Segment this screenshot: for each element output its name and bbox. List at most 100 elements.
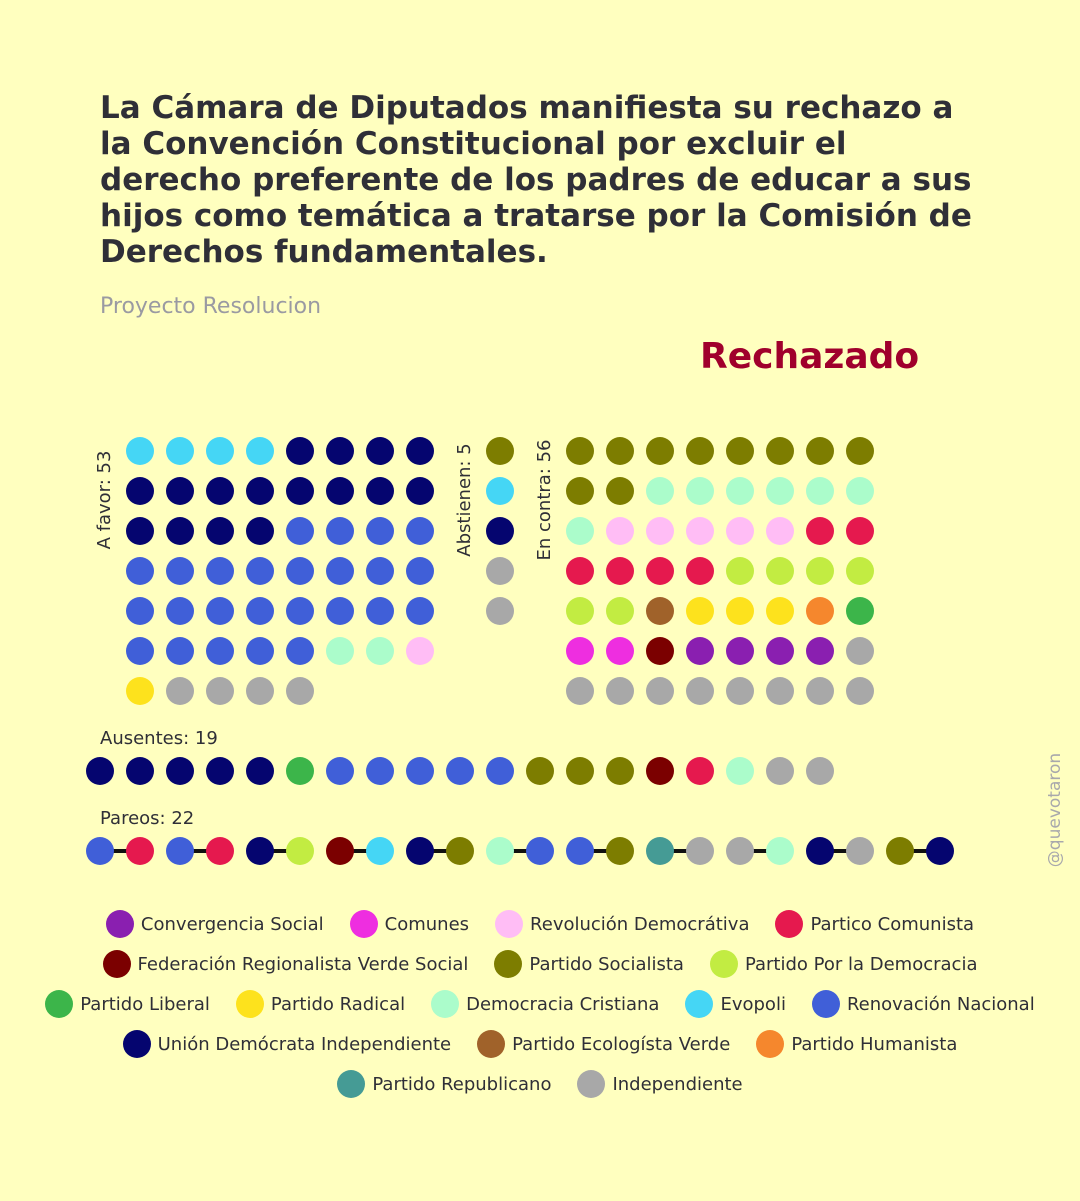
legend-swatch <box>685 990 714 1018</box>
vote-dot <box>806 437 834 465</box>
pair-dot <box>606 837 634 865</box>
vote-dot <box>286 637 314 665</box>
pair-dot <box>326 837 354 865</box>
vote-dot <box>566 637 594 665</box>
absent-dot <box>606 757 634 785</box>
pair-dot <box>526 837 554 865</box>
vote-dot <box>806 477 834 505</box>
legend-label: Partido Socialista <box>529 953 684 975</box>
vote-group-label: En contra: 56 <box>534 440 555 561</box>
vote-dot <box>606 677 634 705</box>
vote-dot <box>646 677 674 705</box>
legend-label: Partico Comunista <box>810 913 975 935</box>
vote-dot <box>246 597 274 625</box>
legend-label: Partido Humanista <box>791 1033 958 1055</box>
vote-dot <box>606 597 634 625</box>
legend-swatch <box>756 1030 785 1058</box>
legend-item: Partido Republicano <box>337 1070 551 1098</box>
legend-item: Partido Por la Democracia <box>709 950 978 978</box>
pair-dot <box>126 837 154 865</box>
vote-dot <box>246 437 274 465</box>
vote-dot-chart: A favor: 53 Abstienen: 5 En contra: 56 Ause… <box>86 437 954 865</box>
vote-dot <box>806 637 834 665</box>
absent-dot <box>166 757 194 785</box>
vote-dot <box>326 557 354 585</box>
legend-swatch <box>235 990 264 1018</box>
vote-dot <box>166 517 194 545</box>
pair-dot <box>166 837 194 865</box>
legend-item: Evopoli <box>685 990 786 1018</box>
pair-dot <box>366 837 394 865</box>
pair-dot <box>246 837 274 865</box>
vote-dot <box>206 517 234 545</box>
legend-item: Renovación Nacional <box>811 990 1035 1018</box>
legend-item: Comunes <box>349 910 469 938</box>
vote-dot <box>726 517 754 545</box>
legend-label: Unión Demócrata Independiente <box>157 1033 452 1055</box>
pair-dot <box>926 837 954 865</box>
vote-dot <box>166 437 194 465</box>
vote-dot <box>366 557 394 585</box>
vote-dot <box>686 677 714 705</box>
legend-label: Independiente <box>612 1073 743 1095</box>
vote-dot <box>206 637 234 665</box>
legend-item: Partido Ecologísta Verde <box>477 1030 730 1058</box>
legend-swatch <box>477 1030 506 1058</box>
absent-dot <box>446 757 474 785</box>
legend-label: Democracia Cristiana <box>466 993 660 1015</box>
pair-dot <box>566 837 594 865</box>
legend-swatch <box>337 1070 366 1098</box>
vote-dot <box>566 437 594 465</box>
absent-dot <box>86 757 114 785</box>
legend-swatch <box>709 950 738 978</box>
absent-dot <box>286 757 314 785</box>
legend-item: Partido Humanista <box>756 1030 957 1058</box>
legend-swatch <box>102 950 131 978</box>
vote-dot <box>406 637 434 665</box>
vote-dot <box>326 517 354 545</box>
legend-swatch <box>494 950 523 978</box>
vote-dot <box>126 437 154 465</box>
vote-dot <box>246 557 274 585</box>
absent-dot <box>806 757 834 785</box>
absent-dot <box>726 757 754 785</box>
legend-swatch <box>811 990 840 1018</box>
author-credit: @quevotaron <box>1045 752 1065 868</box>
absent-dot <box>526 757 554 785</box>
vote-dot <box>766 637 794 665</box>
legend-item: Unión Demócrata Independiente <box>122 1030 452 1058</box>
vote-dot <box>366 637 394 665</box>
legend-label: Convergencia Social <box>140 913 324 935</box>
vote-dot <box>286 437 314 465</box>
absent-dot <box>366 757 394 785</box>
vote-dot <box>126 597 154 625</box>
absent-dot <box>646 757 674 785</box>
vote-dot <box>686 637 714 665</box>
legend-label: Renovación Nacional <box>846 993 1035 1015</box>
vote-dot <box>646 437 674 465</box>
vote-dot <box>486 477 514 505</box>
vote-dot <box>846 637 874 665</box>
legend-item: Democracia Cristiana <box>431 990 659 1018</box>
vote-dot <box>286 557 314 585</box>
legend-swatch <box>122 1030 151 1058</box>
vote-dot <box>126 517 154 545</box>
pair-dot <box>646 837 674 865</box>
pair-dot <box>686 837 714 865</box>
vote-dot <box>166 597 194 625</box>
vote-dot <box>126 677 154 705</box>
vote-dot <box>366 517 394 545</box>
vote-dot <box>766 437 794 465</box>
vote-dot <box>206 437 234 465</box>
legend-item: Partido Radical <box>235 990 405 1018</box>
legend-swatch <box>577 1070 606 1098</box>
legend-item: Partico Comunista <box>775 910 974 938</box>
vote-dot <box>566 597 594 625</box>
vote-dot <box>486 597 514 625</box>
pair-dot <box>86 837 114 865</box>
vote-dot <box>286 677 314 705</box>
vote-dot <box>686 517 714 545</box>
vote-dot <box>806 597 834 625</box>
vote-dot <box>566 557 594 585</box>
vote-group-label: A favor: 53 <box>94 451 115 550</box>
